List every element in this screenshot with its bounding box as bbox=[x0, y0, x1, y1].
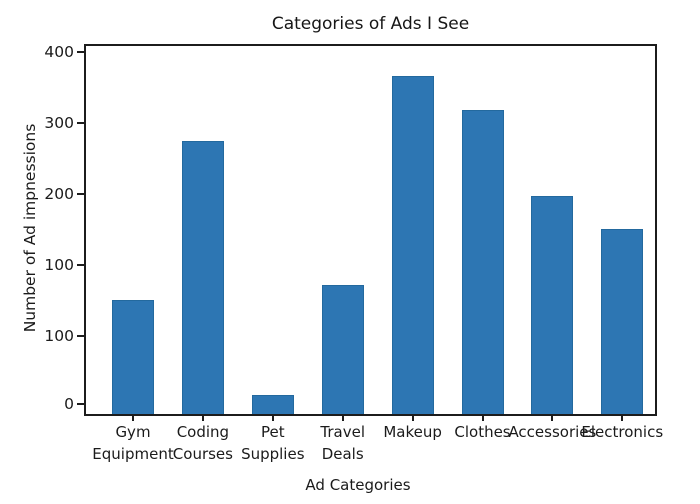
x-tick-mark bbox=[132, 416, 134, 421]
x-tick-label-line: Equipment bbox=[92, 445, 174, 463]
bar-electronics bbox=[601, 229, 644, 414]
y-tick-label: 0 bbox=[64, 395, 74, 413]
x-tick-label-line: Coding bbox=[176, 423, 230, 441]
y-tick-label: 400 bbox=[44, 43, 74, 61]
x-tick-label-line: Gym bbox=[115, 423, 151, 441]
x-tick-mark bbox=[201, 416, 204, 421]
x-axis-label: Ad Categories bbox=[305, 476, 411, 494]
x-tick-label-line: Pet bbox=[260, 423, 285, 441]
x-tick-label-line: Electronics bbox=[581, 423, 664, 441]
x-tick-mark bbox=[271, 416, 274, 421]
x-tick-label-line: Deals bbox=[321, 445, 364, 463]
x-tick-mark bbox=[621, 416, 624, 421]
y-tick-mark bbox=[77, 403, 84, 405]
x-tick-label-line: Clothes bbox=[454, 423, 511, 441]
x-tick-label-line: Courses bbox=[172, 445, 233, 463]
y-tick-mark bbox=[77, 122, 84, 124]
x-tick-mark bbox=[341, 416, 344, 421]
x-tick-label-line: Supplies bbox=[241, 445, 305, 463]
bar-coding-courses bbox=[181, 141, 224, 414]
x-tick-label-travel-deals: Travel Deals bbox=[298, 421, 388, 465]
x-tick-label-line: Makeup bbox=[383, 423, 442, 441]
x-tick-label-clothes: Clothes bbox=[438, 421, 528, 443]
y-tick-mark bbox=[77, 264, 84, 266]
x-tick-label-line: Travel bbox=[320, 423, 365, 441]
x-tick-mark bbox=[551, 416, 554, 421]
y-tick-mark bbox=[77, 51, 84, 53]
y-tick-label: 100 bbox=[44, 327, 74, 345]
y-axis-label: Number of Ad impnessions bbox=[21, 123, 39, 333]
x-tick-label-pet-supplies: Pet Supplies bbox=[228, 421, 318, 465]
y-tick-mark bbox=[77, 335, 84, 337]
x-tick-label-makeup: Makeup bbox=[368, 421, 458, 443]
bar-accessories bbox=[531, 196, 574, 414]
chart-title: Categories of Ads I See bbox=[271, 14, 470, 34]
bar-gym-equipment bbox=[112, 300, 154, 414]
plot-area bbox=[84, 44, 657, 416]
y-tick-label: 100 bbox=[44, 256, 74, 274]
bar-pet-supplies bbox=[251, 395, 294, 414]
y-tick-label: 200 bbox=[44, 185, 74, 203]
x-tick-label-electronics: Electronics bbox=[577, 421, 667, 443]
y-tick-mark bbox=[77, 193, 84, 195]
x-tick-label-line: Accessories bbox=[508, 423, 597, 441]
x-tick-label-coding-courses: Coding Courses bbox=[158, 421, 248, 465]
bar-makeup bbox=[391, 76, 434, 414]
bar-travel-deals bbox=[321, 285, 364, 414]
x-tick-label-gym-equipment: Gym Equipment bbox=[88, 421, 178, 465]
x-tick-mark bbox=[411, 416, 414, 421]
y-tick-label: 300 bbox=[44, 114, 74, 132]
x-tick-mark bbox=[481, 416, 484, 421]
x-tick-label-accessories: Accessories bbox=[507, 421, 597, 443]
bar-clothes bbox=[461, 110, 504, 414]
